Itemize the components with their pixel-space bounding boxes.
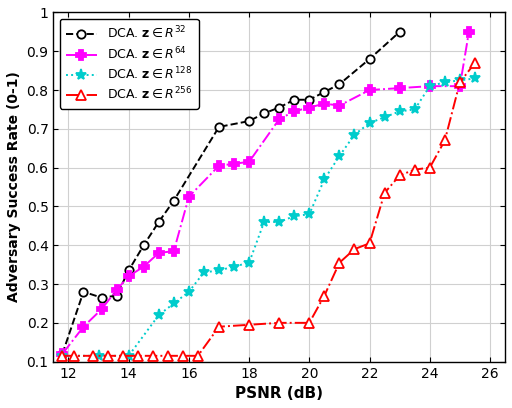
DCA. $\mathbf{z} \in R^{32}$ [170,198,177,203]
DCA. $\mathbf{z} \in R^{128}$ [95,353,101,358]
DCA. $\mathbf{z} \in R^{128}$ [322,177,328,182]
DCA. $\mathbf{z} \in R^{32}$ [276,105,282,110]
DCA. $\mathbf{z} \in R^{256}$ [104,353,111,358]
DCA. $\mathbf{z} \in R^{256}$ [90,353,96,358]
DCA. $\mathbf{z} \in R^{256}$ [367,241,373,246]
DCA. $\mathbf{z} \in R^{32}$ [80,289,87,294]
Line: DCA. $\mathbf{z} \in R^{256}$: DCA. $\mathbf{z} \in R^{256}$ [57,58,480,361]
DCA. $\mathbf{z} \in R^{64}$ [231,161,237,166]
DCA. $\mathbf{z} \in R^{256}$ [322,293,328,298]
DCA. $\mathbf{z} \in R^{256}$ [442,138,448,143]
Y-axis label: Adversary Success Rate (0-1): Adversary Success Rate (0-1) [7,72,21,302]
DCA. $\mathbf{z} \in R^{256}$ [472,60,478,65]
DCA. $\mathbf{z} \in R^{64}$ [156,251,162,255]
DCA. $\mathbf{z} \in R^{128}$ [231,264,237,269]
Line: DCA. $\mathbf{z} \in R^{32}$: DCA. $\mathbf{z} \in R^{32}$ [58,28,404,358]
DCA. $\mathbf{z} \in R^{64}$ [98,307,104,312]
DCA. $\mathbf{z} \in R^{128}$ [186,289,192,294]
DCA. $\mathbf{z} \in R^{128}$ [306,212,312,217]
DCA. $\mathbf{z} \in R^{128}$ [442,80,448,85]
DCA. $\mathbf{z} \in R^{256}$ [246,322,252,327]
Legend: DCA. $\mathbf{z} \in R^{32}$, DCA. $\mathbf{z} \in R^{64}$, DCA. $\mathbf{z} \in: DCA. $\mathbf{z} \in R^{32}$, DCA. $\mat… [59,19,199,109]
DCA. $\mathbf{z} \in R^{32}$ [156,220,162,224]
DCA. $\mathbf{z} \in R^{64}$ [141,264,147,269]
DCA. $\mathbf{z} \in R^{128}$ [201,270,207,275]
DCA. $\mathbf{z} \in R^{64}$ [114,287,120,292]
DCA. $\mathbf{z} \in R^{64}$ [336,103,343,108]
X-axis label: PSNR (dB): PSNR (dB) [235,386,323,401]
DCA. $\mathbf{z} \in R^{256}$ [71,353,77,358]
DCA. $\mathbf{z} \in R^{32}$ [336,82,343,86]
DCA. $\mathbf{z} \in R^{64}$ [59,351,66,356]
DCA. $\mathbf{z} \in R^{32}$ [216,124,222,129]
DCA. $\mathbf{z} \in R^{64}$ [170,248,177,253]
DCA. $\mathbf{z} \in R^{64}$ [216,163,222,168]
DCA. $\mathbf{z} \in R^{256}$ [426,165,433,170]
DCA. $\mathbf{z} \in R^{256}$ [306,320,312,325]
DCA. $\mathbf{z} \in R^{128}$ [351,132,357,137]
DCA. $\mathbf{z} \in R^{128}$ [261,220,267,224]
DCA. $\mathbf{z} \in R^{128}$ [367,121,373,126]
Line: DCA. $\mathbf{z} \in R^{128}$: DCA. $\mathbf{z} \in R^{128}$ [57,73,480,361]
DCA. $\mathbf{z} \in R^{128}$ [412,107,418,112]
DCA. $\mathbf{z} \in R^{256}$ [180,353,186,358]
DCA. $\mathbf{z} \in R^{128}$ [216,268,222,273]
DCA. $\mathbf{z} \in R^{32}$ [114,293,120,298]
DCA. $\mathbf{z} \in R^{64}$ [367,88,373,93]
DCA. $\mathbf{z} \in R^{32}$ [291,97,297,102]
DCA. $\mathbf{z} \in R^{128}$ [246,260,252,265]
DCA. $\mathbf{z} \in R^{64}$ [457,84,463,89]
DCA. $\mathbf{z} \in R^{256}$ [59,353,66,358]
DCA. $\mathbf{z} \in R^{32}$ [261,111,267,116]
DCA. $\mathbf{z} \in R^{64}$ [186,194,192,199]
DCA. $\mathbf{z} \in R^{128}$ [457,78,463,83]
DCA. $\mathbf{z} \in R^{128}$ [426,84,433,89]
DCA. $\mathbf{z} \in R^{256}$ [351,247,357,252]
DCA. $\mathbf{z} \in R^{64}$ [291,109,297,114]
DCA. $\mathbf{z} \in R^{128}$ [170,301,177,306]
DCA. $\mathbf{z} \in R^{64}$ [125,274,132,279]
DCA. $\mathbf{z} \in R^{256}$ [150,353,156,358]
DCA. $\mathbf{z} \in R^{32}$ [141,243,147,248]
DCA. $\mathbf{z} \in R^{256}$ [119,353,125,358]
DCA. $\mathbf{z} \in R^{256}$ [216,324,222,329]
DCA. $\mathbf{z} \in R^{128}$ [276,220,282,224]
DCA. $\mathbf{z} \in R^{32}$ [59,351,66,356]
DCA. $\mathbf{z} \in R^{256}$ [412,167,418,172]
DCA. $\mathbf{z} \in R^{256}$ [457,80,463,85]
DCA. $\mathbf{z} \in R^{32}$ [98,295,104,300]
DCA. $\mathbf{z} \in R^{32}$ [125,268,132,273]
DCA. $\mathbf{z} \in R^{32}$ [306,97,312,102]
DCA. $\mathbf{z} \in R^{32}$ [367,57,373,62]
DCA. $\mathbf{z} \in R^{128}$ [156,313,162,317]
DCA. $\mathbf{z} \in R^{128}$ [381,115,388,120]
DCA. $\mathbf{z} \in R^{256}$ [397,173,403,178]
DCA. $\mathbf{z} \in R^{128}$ [59,353,66,358]
DCA. $\mathbf{z} \in R^{128}$ [291,214,297,219]
DCA. $\mathbf{z} \in R^{32}$ [322,89,328,94]
DCA. $\mathbf{z} \in R^{128}$ [397,109,403,114]
DCA. $\mathbf{z} \in R^{256}$ [165,353,171,358]
DCA. $\mathbf{z} \in R^{32}$ [246,119,252,124]
DCA. $\mathbf{z} \in R^{64}$ [466,29,472,34]
DCA. $\mathbf{z} \in R^{64}$ [306,105,312,110]
DCA. $\mathbf{z} \in R^{256}$ [336,260,343,265]
DCA. $\mathbf{z} \in R^{64}$ [246,160,252,164]
DCA. $\mathbf{z} \in R^{256}$ [276,320,282,325]
DCA. $\mathbf{z} \in R^{128}$ [125,353,132,358]
DCA. $\mathbf{z} \in R^{256}$ [381,191,388,195]
DCA. $\mathbf{z} \in R^{64}$ [397,86,403,91]
DCA. $\mathbf{z} \in R^{256}$ [195,353,201,358]
DCA. $\mathbf{z} \in R^{32}$ [397,29,403,34]
DCA. $\mathbf{z} \in R^{128}$ [336,153,343,158]
DCA. $\mathbf{z} \in R^{64}$ [322,101,328,106]
Line: DCA. $\mathbf{z} \in R^{64}$: DCA. $\mathbf{z} \in R^{64}$ [57,27,474,359]
DCA. $\mathbf{z} \in R^{256}$ [135,353,141,358]
DCA. $\mathbf{z} \in R^{64}$ [276,117,282,122]
DCA. $\mathbf{z} \in R^{64}$ [80,324,87,329]
DCA. $\mathbf{z} \in R^{64}$ [426,84,433,89]
DCA. $\mathbf{z} \in R^{128}$ [472,76,478,81]
